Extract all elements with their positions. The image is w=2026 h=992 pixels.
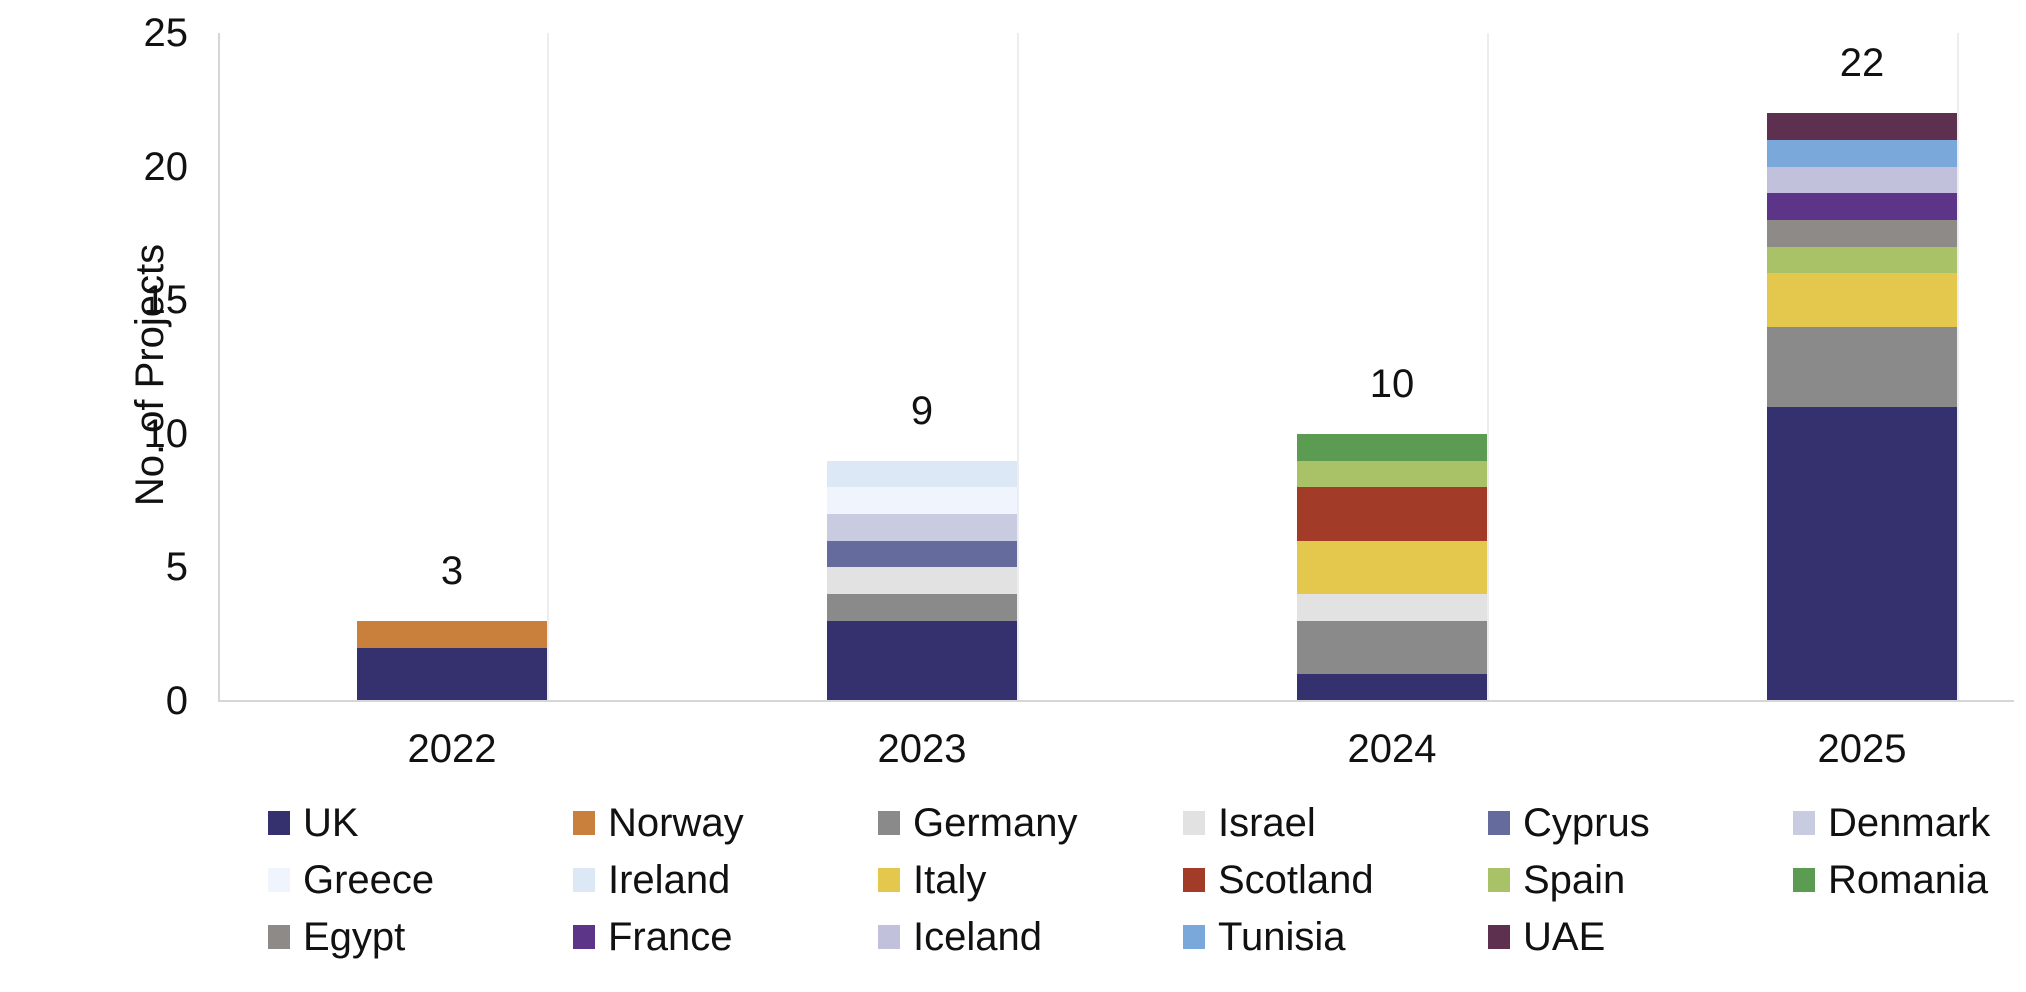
legend-item-ireland: Ireland bbox=[573, 851, 730, 908]
bar-segment-ireland-2023 bbox=[827, 460, 1017, 488]
legend-label: Egypt bbox=[303, 914, 406, 959]
bar-segment-italy-2025 bbox=[1767, 273, 1957, 327]
legend-item-cyprus: Cyprus bbox=[1488, 794, 1650, 851]
legend-swatch-icon bbox=[1488, 810, 1510, 835]
legend-label: UK bbox=[303, 800, 359, 845]
legend-item-italy: Italy bbox=[878, 851, 986, 908]
legend-item-greece: Greece bbox=[268, 851, 434, 908]
legend-label: Tunisia bbox=[1218, 914, 1346, 959]
y-axis-line bbox=[218, 33, 220, 701]
legend-swatch-icon bbox=[878, 924, 900, 949]
legend-label: UAE bbox=[1523, 914, 1606, 959]
legend-swatch-icon bbox=[1793, 810, 1815, 835]
bar-segment-germany-2024 bbox=[1297, 620, 1487, 675]
legend-swatch-icon bbox=[1183, 867, 1205, 892]
legend-label: Romania bbox=[1828, 857, 1989, 902]
legend-label: Ireland bbox=[608, 857, 731, 902]
bar-segment-spain-2025 bbox=[1767, 246, 1957, 274]
bar-segment-tunisia-2025 bbox=[1767, 139, 1957, 167]
y-tick-label: 0 bbox=[165, 679, 188, 723]
category-gridline bbox=[547, 33, 549, 701]
legend-item-iceland: Iceland bbox=[878, 908, 1042, 965]
legend-item-tunisia: Tunisia bbox=[1183, 908, 1345, 965]
legend-label: Germany bbox=[913, 800, 1078, 845]
legend-swatch-icon bbox=[1183, 924, 1205, 949]
category-gridline bbox=[1957, 33, 1959, 701]
bar-segment-italy-2024 bbox=[1297, 540, 1487, 595]
bar-segment-germany-2025 bbox=[1767, 326, 1957, 408]
bar-total-label: 9 bbox=[910, 388, 934, 433]
legend-label: Denmark bbox=[1828, 800, 1991, 845]
bar-segment-iceland-2025 bbox=[1767, 166, 1957, 194]
bar-segment-greece-2023 bbox=[827, 487, 1017, 514]
legend-item-france: France bbox=[573, 908, 733, 965]
x-axis-line bbox=[218, 700, 2014, 702]
y-tick-label: 10 bbox=[143, 411, 189, 456]
legend-item-spain: Spain bbox=[1488, 851, 1625, 908]
legend-swatch-icon bbox=[573, 924, 595, 949]
bar-segment-uk-2022 bbox=[357, 647, 547, 701]
legend-label: Italy bbox=[913, 857, 987, 902]
legend-swatch-icon bbox=[1793, 867, 1815, 892]
legend-label: Scotland bbox=[1218, 857, 1374, 902]
bar-segment-scotland-2024 bbox=[1297, 487, 1487, 541]
bar-segment-uk-2025 bbox=[1767, 407, 1957, 701]
legend-label: Spain bbox=[1523, 857, 1626, 902]
x-category-label: 2024 bbox=[1347, 727, 1437, 771]
legend-swatch-icon bbox=[268, 867, 290, 892]
bar-segment-uk-2023 bbox=[827, 620, 1017, 701]
legend-item-israel: Israel bbox=[1183, 794, 1316, 851]
y-tick-label: 20 bbox=[143, 144, 189, 189]
legend-item-denmark: Denmark bbox=[1793, 794, 1990, 851]
legend-swatch-icon bbox=[573, 867, 595, 892]
legend-label: Israel bbox=[1218, 800, 1316, 845]
legend-item-uk: UK bbox=[268, 794, 359, 851]
bar-segment-norway-2022 bbox=[357, 620, 547, 648]
legend-swatch-icon bbox=[1488, 867, 1510, 892]
bar-segment-israel-2023 bbox=[827, 567, 1017, 595]
y-tick-label: 15 bbox=[143, 278, 189, 323]
x-category-label: 2023 bbox=[877, 727, 967, 771]
legend-item-egypt: Egypt bbox=[268, 908, 405, 965]
y-tick-label: 5 bbox=[165, 545, 188, 590]
legend-swatch-icon bbox=[878, 810, 900, 835]
category-gridline bbox=[1487, 33, 1489, 701]
legend-item-uae: UAE bbox=[1488, 908, 1605, 965]
bar-segment-denmark-2023 bbox=[827, 513, 1017, 541]
legend-label: Greece bbox=[303, 857, 435, 902]
legend-label: Iceland bbox=[913, 914, 1042, 959]
bar-segment-spain-2024 bbox=[1297, 460, 1487, 488]
bar-segment-cyprus-2023 bbox=[827, 540, 1017, 568]
legend-label: Cyprus bbox=[1523, 800, 1650, 845]
legend-swatch-icon bbox=[268, 810, 290, 835]
legend-swatch-icon bbox=[268, 924, 290, 949]
bar-total-label: 10 bbox=[1369, 361, 1415, 406]
legend-swatch-icon bbox=[1183, 810, 1205, 835]
category-gridline bbox=[1017, 33, 1019, 701]
bar-segment-israel-2024 bbox=[1297, 594, 1487, 621]
legend-swatch-icon bbox=[573, 810, 595, 835]
bar-segment-france-2025 bbox=[1767, 193, 1957, 221]
bar-segment-germany-2023 bbox=[827, 594, 1017, 621]
legend-item-norway: Norway bbox=[573, 794, 744, 851]
bar-segment-romania-2024 bbox=[1297, 433, 1487, 461]
legend-swatch-icon bbox=[878, 867, 900, 892]
y-tick-label: 25 bbox=[143, 11, 189, 55]
legend-item-germany: Germany bbox=[878, 794, 1078, 851]
legend-item-romania: Romania bbox=[1793, 851, 1988, 908]
x-category-label: 2025 bbox=[1817, 727, 1907, 771]
bar-total-label: 3 bbox=[440, 548, 464, 593]
legend-label: France bbox=[608, 914, 733, 959]
bar-total-label: 22 bbox=[1839, 41, 1885, 86]
legend-swatch-icon bbox=[1488, 924, 1510, 949]
bar-segment-uae-2025 bbox=[1767, 113, 1957, 140]
bar-segment-egypt-2025 bbox=[1767, 220, 1957, 247]
x-category-label: 2022 bbox=[407, 727, 497, 771]
legend-item-scotland: Scotland bbox=[1183, 851, 1374, 908]
bar-segment-uk-2024 bbox=[1297, 674, 1487, 701]
legend-label: Norway bbox=[608, 800, 744, 845]
